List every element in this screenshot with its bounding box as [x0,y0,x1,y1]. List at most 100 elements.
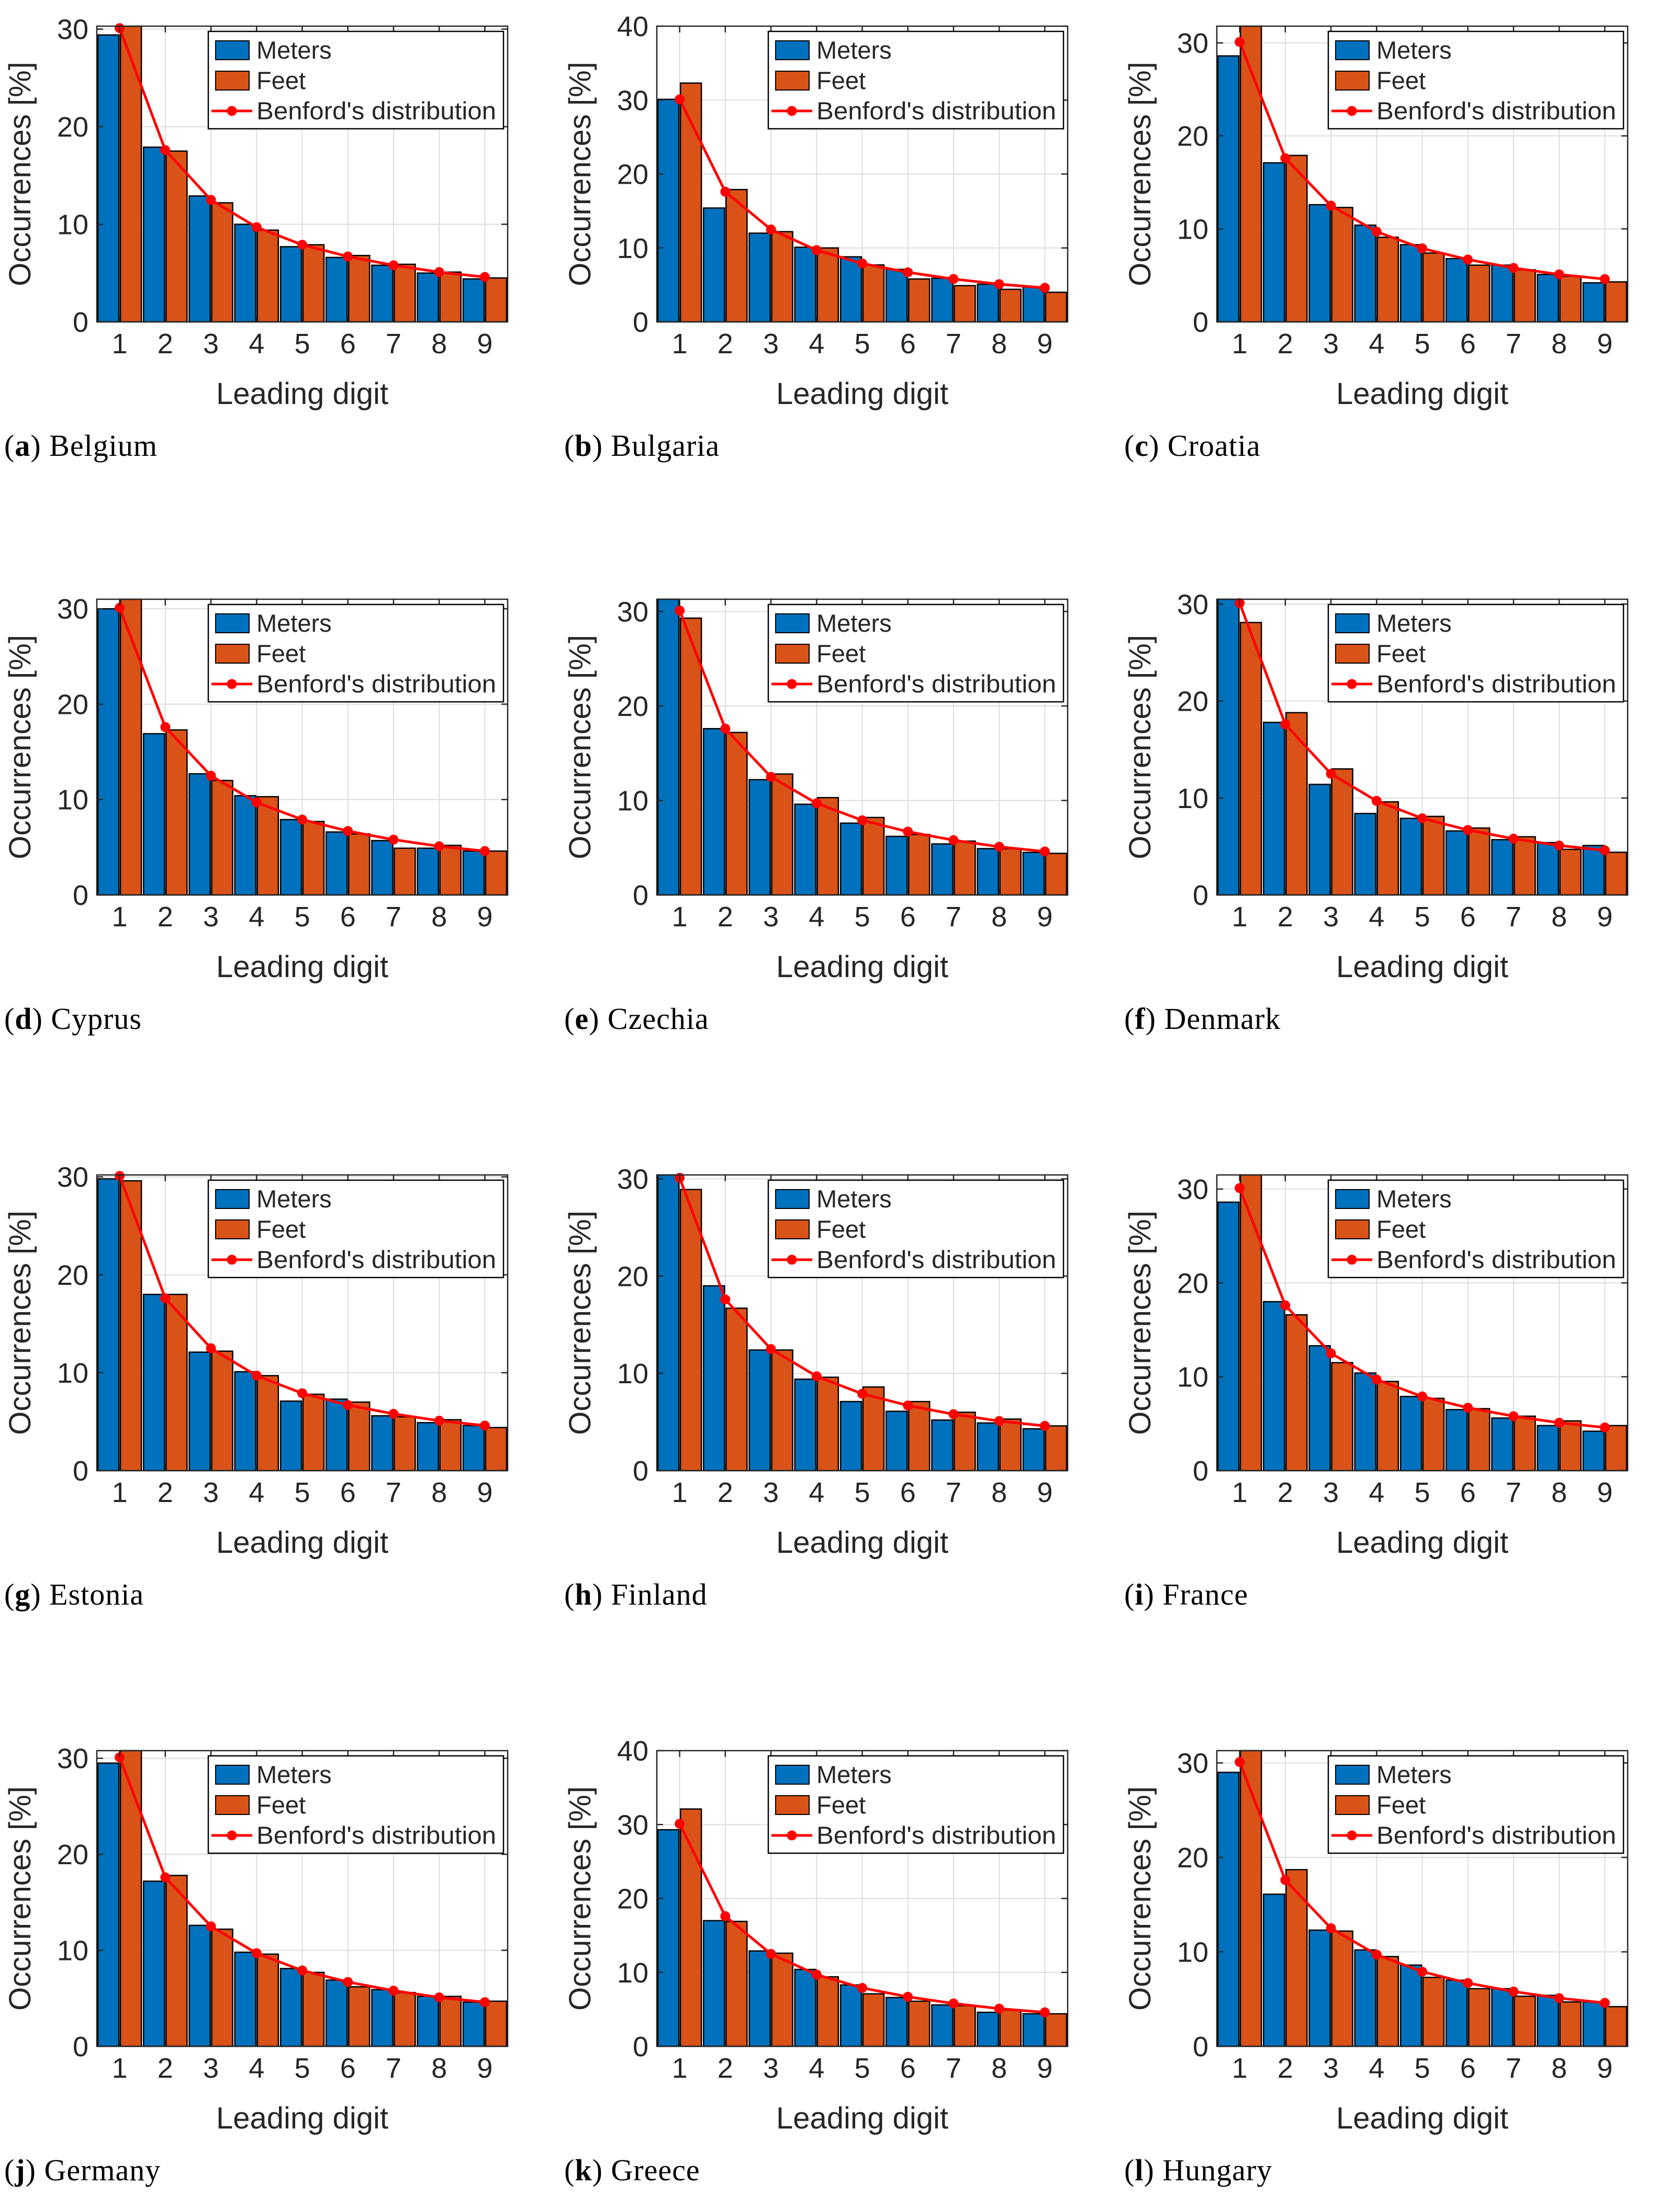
legend-benford-marker-icon [227,679,237,689]
x-tick-label-2: 2 [1278,1477,1293,1508]
bar-meters-digit-8 [417,272,439,323]
bar-feet-digit-9 [1605,2006,1628,2047]
x-tick-label-7: 7 [946,901,961,933]
y-tick-label-0: 0 [73,880,88,911]
bar-meters-digit-1 [657,1829,680,2047]
x-tick-label-1: 1 [1232,901,1248,933]
y-axis-label: Occurrences [%] [3,1211,37,1435]
bar-feet-digit-4 [816,1376,839,1472]
y-tick-label-20: 20 [57,1260,88,1291]
x-tick-label-5: 5 [854,901,870,933]
bar-feet-digit-8 [1559,1420,1582,1472]
bar-feet-digit-4 [256,796,279,896]
x-tick-label-8: 8 [991,1477,1007,1508]
legend-label-feet: Feet [1376,640,1426,667]
y-tick-label-0: 0 [633,880,648,911]
legend-benford-marker-icon [1347,679,1357,689]
chart-germany: 0 10 20 30 1 2 3 4 5 6 7 8 9 Occurrences [%] Leading d… [3,1743,509,2135]
benford-marker-6 [903,1991,913,2002]
bar-feet-digit-8 [1559,2001,1582,2047]
x-tick-label-1: 1 [112,328,128,360]
bar-meters-digit-1 [97,1178,120,1472]
bar-feet-digit-2 [165,1875,188,2047]
bar-meters-digit-9 [462,278,485,323]
bar-meters-digit-2 [143,1880,165,2047]
benford-marker-3 [1326,1348,1336,1359]
bar-meters-digit-8 [977,2011,999,2047]
legend-label-benford: Benford's distribution [816,670,1056,698]
bar-meters-digit-6 [885,835,908,896]
bar-meters-digit-4 [1354,224,1377,323]
x-tick-label-7: 7 [386,1477,401,1508]
bar-meters-digit-2 [1263,722,1285,896]
legend-swatch-meters [1335,40,1370,60]
legend-swatch-meters [775,40,810,60]
benford-marker-5 [857,258,867,268]
x-tick-label-2: 2 [1278,328,1293,360]
bar-feet-digit-6 [348,254,371,323]
bar-feet-digit-1 [679,617,702,896]
legend-label-meters: Meters [256,609,332,637]
axis-ticks [1217,1751,1628,2047]
x-tick-label-3: 3 [763,1477,779,1508]
chart-belgium: 0 10 20 30 1 2 3 4 5 6 7 8 9 Occurrences [%] Leading d… [3,14,509,411]
caption-letter: l [1135,2153,1144,2187]
x-axis-label: Leading digit [216,377,388,411]
x-tick-label-8: 8 [431,328,447,360]
x-tick-label-9: 9 [1037,901,1052,933]
x-tick-label-9: 9 [1037,2053,1052,2084]
x-tick-label-1: 1 [1232,1477,1248,1508]
bar-meters-digit-3 [1308,1929,1331,2047]
bar-meters-digit-5 [839,1401,863,1472]
benford-marker-6 [1463,1978,1473,1988]
x-tick-label-3: 3 [203,901,219,933]
y-tick-label-10: 10 [617,233,648,264]
bar-feet-digit-9 [1605,281,1628,323]
bar-meters-digit-9 [1582,1430,1605,1472]
bar-meters-digit-6 [325,831,348,896]
benford-marker-4 [811,1969,822,1980]
benford-marker-9 [1599,1422,1610,1432]
bar-meters-digit-2 [143,1293,165,1472]
bar-feet-digit-7 [954,1411,976,1472]
bar-meters-digit-7 [931,2004,954,2047]
y-axis-label: Occurrences [%] [1123,635,1157,859]
bar-feet-digit-9 [485,2000,508,2047]
y-tick-label-30: 30 [617,596,648,628]
bar-feet-digit-1 [119,598,142,896]
x-tick-label-1: 1 [672,328,688,360]
bar-feet-digit-1 [1239,25,1262,323]
bar-feet-digit-2 [1285,1869,1308,2047]
x-tick-label-5: 5 [294,328,310,360]
bar-feet-digit-6 [348,1401,371,1472]
legend-label-meters: Meters [256,36,332,64]
bar-meters-digit-4 [794,803,817,896]
legend-swatch-meters [775,1189,810,1209]
panel-f-denmark: 0 10 20 30 1 2 3 4 5 6 7 8 9 Occurrences [%] Leading d… [1120,573,1680,1149]
benford-marker-7 [388,834,399,845]
bar-feet-digit-4 [816,247,839,323]
bar-meters-digit-7 [931,277,954,323]
y-axis-label: Occurrences [%] [563,62,597,286]
x-axis-label: Leading digit [216,950,388,984]
benford-marker-4 [1371,1950,1382,1960]
bar-feet-digit-6 [908,834,931,896]
benford-marker-4 [811,798,822,809]
caption-country: Germany [44,2153,161,2187]
benford-line-series [115,1171,490,1431]
bars-meters [657,598,1045,896]
x-axis-label: Leading digit [776,1526,948,1560]
caption-h: (h) Finland [564,1577,708,1612]
legend-swatch-feet [1335,1219,1370,1239]
legend-box [1327,1179,1625,1279]
caption-letter: b [575,429,592,463]
bar-feet-digit-9 [1605,852,1628,896]
benford-marker-2 [160,722,171,732]
caption-paren-open: ( [4,2153,15,2187]
benford-marker-6 [1463,1403,1473,1413]
x-tick-label-5: 5 [854,1477,870,1508]
x-tick-label-7: 7 [1506,2053,1521,2084]
x-tick-label-4: 4 [249,1477,264,1508]
